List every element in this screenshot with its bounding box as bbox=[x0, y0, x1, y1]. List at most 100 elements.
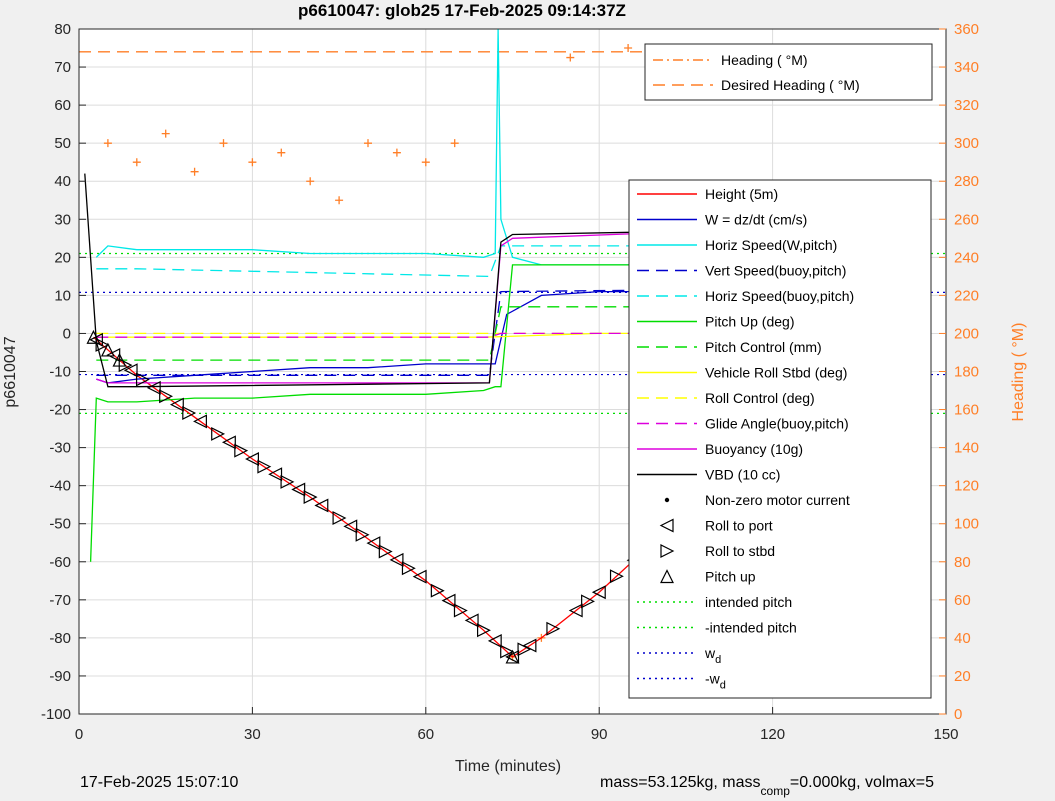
y-tick-label: 50 bbox=[54, 135, 71, 152]
roll-to-port-marker bbox=[245, 452, 259, 466]
y-tick-label: -90 bbox=[49, 668, 71, 685]
heading-point bbox=[248, 158, 257, 167]
legend-label: Roll to port bbox=[705, 518, 773, 534]
x-axis-label: Time (minutes) bbox=[455, 758, 561, 775]
heading-point bbox=[103, 139, 112, 148]
y2-axis-label: Heading ( °M) bbox=[1010, 323, 1027, 422]
y2-tick-label: 200 bbox=[954, 325, 979, 342]
series-line bbox=[96, 245, 883, 278]
y2-tick-label: 140 bbox=[954, 440, 979, 457]
roll-to-stbd-marker bbox=[280, 474, 295, 489]
legend-label: Pitch up bbox=[705, 569, 756, 585]
pitch-up-marker bbox=[505, 649, 520, 664]
legend-label: Vert Speed(buoy,pitch) bbox=[705, 263, 846, 279]
heading-point bbox=[335, 196, 344, 205]
roll-to-stbd-marker bbox=[234, 443, 249, 458]
y2-tick-label: 180 bbox=[954, 364, 979, 381]
roll-to-stbd-marker bbox=[517, 642, 532, 657]
heading-point bbox=[161, 129, 170, 138]
legend-label: intended pitch bbox=[705, 594, 792, 610]
footer-mass-sub: comp bbox=[761, 784, 791, 798]
roll-to-stbd-marker bbox=[332, 511, 347, 525]
y2-tick-label: 220 bbox=[954, 287, 979, 304]
y2-tick-label: 100 bbox=[954, 516, 979, 533]
y-tick-label: -50 bbox=[49, 516, 71, 533]
roll-to-stbd-marker bbox=[182, 406, 197, 420]
y2-tick-label: 60 bbox=[954, 592, 971, 609]
x-tick-label: 0 bbox=[75, 726, 83, 743]
roll-to-port-marker bbox=[291, 482, 306, 497]
roll-to-port-marker bbox=[193, 414, 207, 429]
y2-tick-label: 160 bbox=[954, 402, 979, 419]
series-line bbox=[96, 306, 883, 361]
roll-to-port-marker bbox=[146, 380, 161, 395]
roll-to-stbd-marker bbox=[609, 569, 624, 584]
heading-point bbox=[364, 139, 372, 148]
roll-to-stbd-marker bbox=[477, 623, 491, 638]
y-tick-label: -60 bbox=[49, 554, 71, 571]
series-line bbox=[89, 264, 883, 562]
y-tick-label: -70 bbox=[49, 592, 71, 609]
roll-to-stbd-marker bbox=[95, 337, 110, 352]
roll-to-port-marker bbox=[366, 536, 381, 551]
roll-to-port-marker bbox=[169, 397, 184, 412]
legend2-label: Heading ( °M) bbox=[721, 52, 808, 68]
footer-mass: mass=53.125kg, masscomp=0.000kg, volmax=… bbox=[600, 774, 934, 798]
x-tick-label: 120 bbox=[760, 726, 785, 743]
pitch-up-marker bbox=[100, 342, 115, 357]
series-line bbox=[96, 287, 883, 376]
legend-label: VBD (10 cc) bbox=[705, 467, 780, 483]
heading-point bbox=[421, 158, 430, 167]
roll-to-port-marker bbox=[268, 467, 283, 482]
y2-tick-label: 40 bbox=[954, 630, 971, 647]
legend-label: Roll Control (deg) bbox=[705, 390, 815, 406]
legend-heading: Heading ( °M) Desired Heading ( °M) bbox=[644, 43, 933, 101]
heading-point bbox=[132, 158, 141, 167]
y-tick-label: 20 bbox=[54, 249, 71, 266]
roll-to-stbd-marker bbox=[303, 490, 318, 505]
pitch-up-marker bbox=[112, 352, 127, 367]
legend-label: wd bbox=[704, 645, 721, 666]
y-tick-label: -40 bbox=[49, 478, 71, 495]
legend-label: Glide Angle(buoy,pitch) bbox=[705, 416, 849, 432]
footer-mass-right: =0.000kg, volmax=5 bbox=[790, 774, 934, 791]
y2-tick-label: 260 bbox=[954, 211, 979, 228]
legend-label: Vehicle Roll Stbd (deg) bbox=[705, 365, 847, 381]
x-tick-label: 30 bbox=[244, 726, 261, 743]
roll-to-stbd-marker bbox=[378, 544, 393, 559]
y-tick-label: 30 bbox=[54, 211, 71, 228]
roll-to-port-marker bbox=[221, 435, 236, 450]
y-tick-label: 40 bbox=[54, 173, 71, 190]
roll-to-stbd-marker bbox=[118, 358, 133, 373]
x-tick-label: 90 bbox=[591, 726, 608, 743]
heading-point bbox=[306, 177, 315, 186]
roll-to-stbd-marker bbox=[257, 459, 272, 474]
legend-label: Horiz Speed(buoy,pitch) bbox=[705, 288, 854, 304]
heading-point bbox=[624, 44, 633, 53]
legend-label: Non-zero motor current bbox=[705, 492, 850, 508]
heading-point bbox=[450, 139, 459, 148]
reference-lines bbox=[79, 252, 946, 414]
legend2-label: Desired Heading ( °M) bbox=[721, 77, 860, 93]
heading-point bbox=[190, 167, 199, 176]
legend2-box bbox=[644, 43, 933, 101]
roll-to-stbd-marker bbox=[355, 527, 370, 542]
roll-to-port-marker bbox=[314, 498, 329, 513]
legend-main: Height (5m) W = dz/dt (cm/s) Horiz Speed(W… bbox=[628, 179, 932, 699]
y-tick-label: -10 bbox=[49, 364, 71, 381]
roll-to-stbd-marker bbox=[211, 426, 226, 441]
y-tick-label: -30 bbox=[49, 440, 71, 457]
y2-tick-label: 360 bbox=[954, 21, 979, 38]
y2-tick-label: 0 bbox=[954, 706, 962, 723]
legend-swatch bbox=[660, 569, 674, 584]
roll-to-stbd-marker bbox=[159, 389, 174, 404]
y2-tick-label: 20 bbox=[954, 668, 971, 685]
legend-box bbox=[628, 179, 932, 699]
legend-label: -intended pitch bbox=[705, 620, 797, 636]
legend-swatch bbox=[660, 544, 675, 558]
axis-ticks: 0 30 60 90 120 15080706050403020100-10-20-30-… bbox=[41, 21, 979, 743]
y2-tick-label: 80 bbox=[954, 554, 971, 571]
roll-to-port-marker bbox=[441, 593, 456, 608]
roll-to-port-marker bbox=[591, 585, 606, 600]
roll-to-port-marker bbox=[522, 638, 537, 653]
